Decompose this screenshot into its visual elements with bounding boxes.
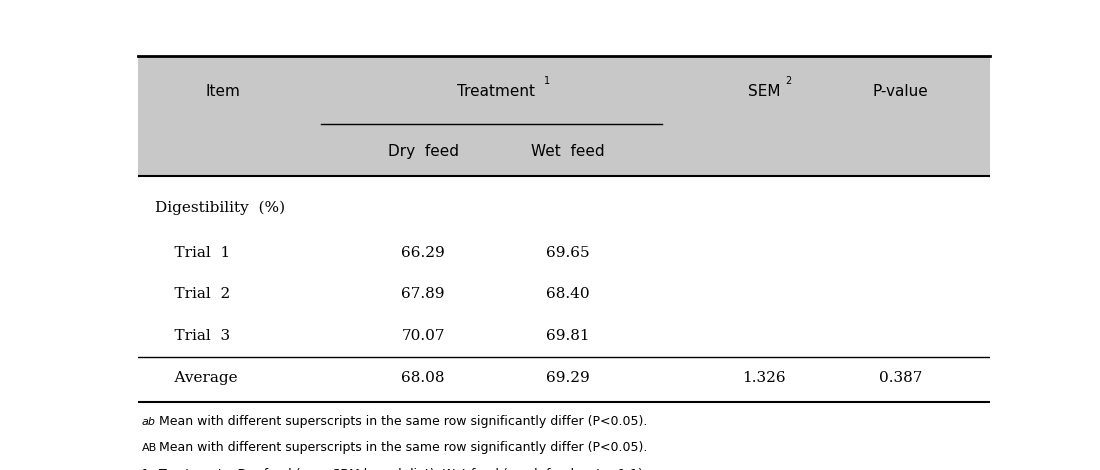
Text: ab: ab (142, 417, 156, 427)
Text: Mean with different superscripts in the same row significantly differ (P<0.05).: Mean with different superscripts in the … (154, 441, 647, 454)
Text: Trial  3: Trial 3 (154, 329, 230, 343)
Text: 69.29: 69.29 (546, 370, 590, 384)
Text: 1.326: 1.326 (742, 370, 785, 384)
Text: Dry  feed: Dry feed (387, 144, 459, 159)
Text: Mean with different superscripts in the same row significantly differ (P<0.05).: Mean with different superscripts in the … (154, 415, 647, 429)
Text: Trial  1: Trial 1 (154, 246, 230, 260)
Text: P-value: P-value (872, 84, 928, 99)
Text: Average: Average (154, 370, 238, 384)
Text: 68.40: 68.40 (547, 287, 590, 301)
Text: Item: Item (206, 84, 240, 99)
Text: 69.81: 69.81 (547, 329, 590, 343)
Text: AB: AB (142, 443, 157, 453)
Text: 67.89: 67.89 (402, 287, 444, 301)
Text: 66.29: 66.29 (402, 246, 446, 260)
Text: 68.08: 68.08 (402, 370, 444, 384)
Text: 0.387: 0.387 (879, 370, 922, 384)
Text: Treatment: Treatment (456, 84, 535, 99)
Text: Trial  2: Trial 2 (154, 287, 230, 301)
Text: 2: 2 (785, 76, 792, 86)
Text: Wet  feed: Wet feed (531, 144, 605, 159)
Text: Treatments: Dry feed (corn-SBM based diet), Wet feed (mash feed:water 1:1): Treatments: Dry feed (corn-SBM based die… (154, 468, 642, 470)
Text: Digestibility  (%): Digestibility (%) (154, 200, 285, 215)
Text: 1: 1 (544, 76, 550, 86)
Text: 1: 1 (142, 469, 148, 470)
Text: 70.07: 70.07 (402, 329, 444, 343)
Text: SEM: SEM (748, 84, 780, 99)
Text: 69.65: 69.65 (547, 246, 590, 260)
